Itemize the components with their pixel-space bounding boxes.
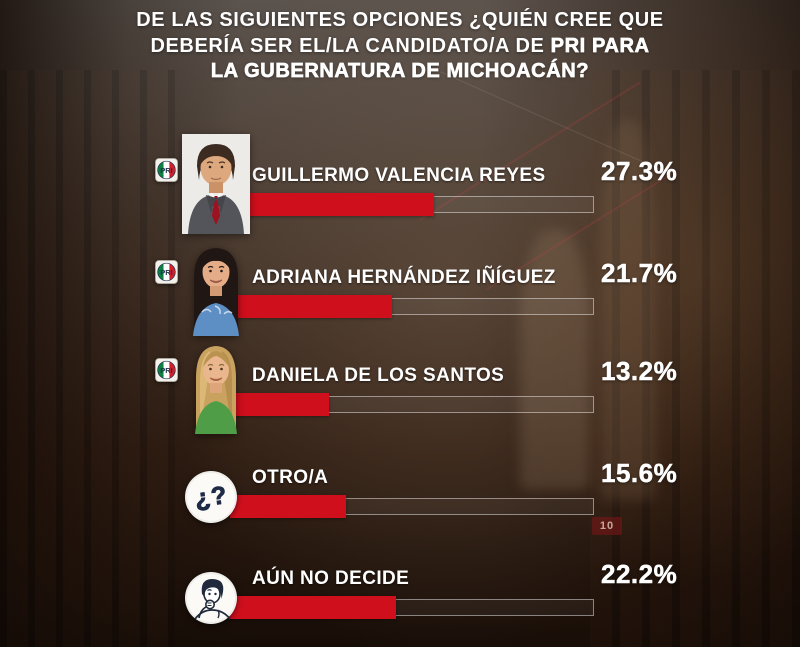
bar-track [230,495,594,518]
percentage-value: 27.3% [601,156,678,187]
poll-row-guillermo-valencia: PRI GUILLERMO VALENCIA REYES 27.3% [0,130,800,234]
candidate-photo-daniela [182,334,250,434]
title-line-3: LA GUBERNATURA DE MICHOACÁN? [210,60,590,83]
percentage-value: 22.2% [601,559,678,590]
percentage-value: 21.7% [601,258,678,289]
candidate-name: ADRIANA HERNÁNDEZ IÑÍGUEZ [252,267,556,288]
bar-fill [230,193,434,216]
pri-logo-text: PRI [160,268,173,277]
candidate-photo-guillermo [182,134,250,234]
candidate-name: GUILLERMO VALENCIA REYES [252,165,546,186]
option-label: AÚN NO DECIDE [252,568,410,589]
title-line-2-bold: PRI PARA [550,34,650,57]
candidate-name: DANIELA DE LOS SANTOS [252,365,505,386]
bar-fill [230,295,392,318]
poll-row-daniela-santos: PRI DANIELA DE LOS SANTOS 13.2% [0,330,800,434]
bar-fill [230,495,347,518]
pri-logo: PRI [155,358,178,382]
pri-logo-text: PRI [160,366,173,375]
percentage-value: 15.6% [601,458,678,489]
title-line-2: DEBERÍA SER EL/LA CANDIDATO/A DE PRI PAR… [60,34,740,60]
title-line-1: DE LAS SIGUIENTES OPCIONES ¿QUIÉN CREE Q… [136,9,664,31]
bar-fill [230,393,329,416]
option-label: OTRO/A [252,467,329,488]
bar-track [230,393,594,416]
thinking-person-icon [185,572,237,624]
background-street-sign: 10 [592,517,622,535]
title-line-2-regular: DEBERÍA SER EL/LA CANDIDATO/A DE [150,34,545,57]
candidate-photo-adriana [182,236,250,336]
pri-logo: PRI [155,260,178,284]
bar-fill [230,596,396,619]
bar-track [230,295,594,318]
bar-track [230,596,594,619]
poll-row-aun-no-decide: AÚN NO DECIDE 22.2% [0,533,800,637]
percentage-value: 13.2% [601,356,678,387]
poll-row-adriana-hernandez: PRI ADRIANA HERNÁNDEZ IÑÍGUEZ 21.7% [0,232,800,336]
poll-row-otro: ¿? OTRO/A 15.6% [0,432,800,536]
question-mark-icon: ¿? [185,471,237,523]
pri-logo: PRI [155,158,178,182]
bar-track [230,193,594,216]
question-glyph: ¿? [193,480,230,513]
pri-logo-text: PRI [160,166,173,175]
poll-question-title: DE LAS SIGUIENTES OPCIONES ¿QUIÉN CREE Q… [60,8,740,85]
